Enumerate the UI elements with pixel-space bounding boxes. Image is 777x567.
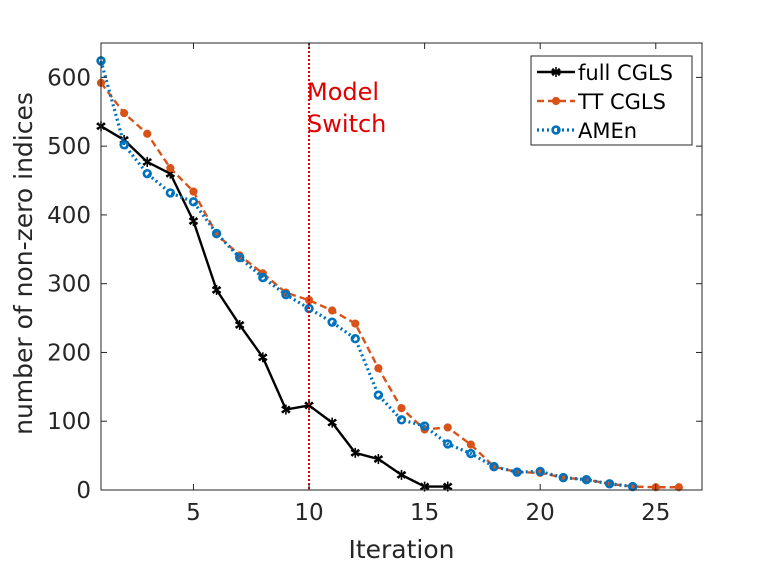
x-tick-label: 5 <box>186 500 201 526</box>
data-point-tt-cgls <box>443 423 452 432</box>
series-amen <box>96 56 638 492</box>
data-point-amen <box>142 168 152 179</box>
legend-entry-amen: AMEn <box>537 119 637 143</box>
y-tick-label: 400 <box>47 203 91 229</box>
data-point-amen <box>234 252 245 263</box>
data-point-full-cgls <box>373 454 384 465</box>
data-point-amen <box>604 479 615 489</box>
series-line-full-cgls <box>100 125 448 488</box>
y-tick-label: 0 <box>76 478 91 504</box>
data-point-tt-cgls <box>143 129 152 138</box>
legend-label-amen: AMEn <box>578 119 637 143</box>
data-point-amen <box>535 466 545 477</box>
data-point-tt-cgls <box>466 440 475 449</box>
data-point-tt-cgls <box>328 306 337 315</box>
y-tick-label: 100 <box>47 409 91 435</box>
data-point-amen <box>489 461 499 472</box>
y-tick-label: 200 <box>47 340 91 366</box>
y-tick-label: 500 <box>47 134 91 160</box>
data-point-full-cgls <box>142 156 152 167</box>
data-point-full-cgls <box>327 417 337 428</box>
data-point-full-cgls <box>281 404 291 415</box>
legend-entry-tt-cgls: TT CGLS <box>537 90 666 114</box>
data-point-tt-cgls <box>351 319 360 328</box>
legend-marker-amen <box>551 125 561 135</box>
data-point-full-cgls <box>234 319 245 330</box>
y-tick-label: 600 <box>47 65 91 91</box>
data-point-tt-cgls <box>674 483 683 492</box>
x-tick-label: 15 <box>410 500 439 526</box>
data-point-tt-cgls <box>397 404 406 413</box>
data-point-tt-cgls <box>120 109 129 118</box>
data-point-full-cgls <box>350 447 361 458</box>
data-point-amen <box>327 317 337 327</box>
data-point-amen <box>512 467 522 477</box>
axes-layer: 5 10 15 20 25 0 100 200 300 400 500 600 Iteration num… <box>9 42 703 564</box>
legend-label-tt-cgls: TT CGLS <box>577 90 666 114</box>
data-point-amen <box>281 289 291 300</box>
data-point-full-cgls <box>258 352 268 363</box>
data-point-amen <box>373 390 384 400</box>
data-point-amen <box>119 140 129 150</box>
x-tick-label: 20 <box>526 500 555 526</box>
data-point-full-cgls <box>188 216 199 227</box>
legend-marker-tt-cgls <box>551 96 561 106</box>
axes-box <box>100 42 703 491</box>
data-point-amen <box>396 415 407 425</box>
data-point-amen <box>258 272 268 283</box>
data-point-full-cgls <box>396 469 407 480</box>
data-point-amen <box>443 439 453 449</box>
data-point-amen <box>165 188 176 198</box>
series-layer <box>96 56 683 492</box>
data-point-amen <box>188 197 199 207</box>
legend-entry-full-cgls: full CGLS <box>537 61 673 85</box>
data-point-tt-cgls <box>189 187 198 196</box>
data-point-amen <box>581 474 592 485</box>
data-point-tt-cgls <box>374 364 383 373</box>
data-point-amen <box>419 421 430 431</box>
y-axis-label: number of non-zero indices <box>9 92 38 435</box>
legend-marker-full-cgls <box>551 67 561 77</box>
x-tick-label: 25 <box>641 500 670 526</box>
model-switch-label: Model <box>307 78 379 106</box>
legend-label-full-cgls: full CGLS <box>578 61 673 85</box>
data-point-amen <box>466 448 476 459</box>
data-point-amen <box>558 472 569 483</box>
data-point-amen <box>350 334 360 344</box>
y-tick-label: 300 <box>47 272 91 298</box>
data-point-tt-cgls <box>166 164 175 173</box>
x-tick-label: 10 <box>294 500 323 526</box>
legend-layer: full CGLS TT CGLS AMEn <box>530 55 693 146</box>
x-axis-label: Iteration <box>348 535 454 564</box>
data-point-amen <box>211 228 222 239</box>
data-point-full-cgls <box>211 284 222 295</box>
annotation-layer: Model Switch <box>307 43 386 490</box>
model-switch-label: Switch <box>307 110 386 138</box>
